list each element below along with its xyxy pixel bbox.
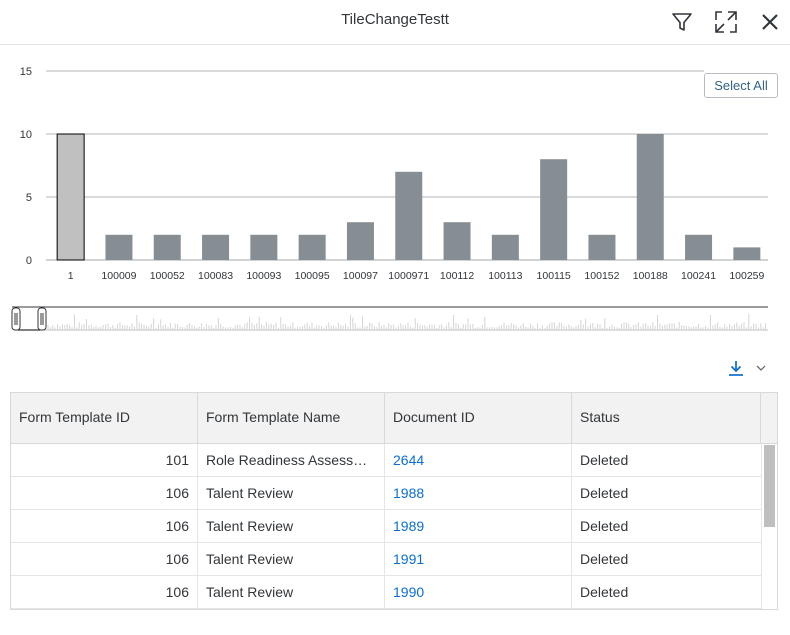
chevron-down-icon bbox=[756, 365, 766, 371]
cell-status: Deleted bbox=[580, 518, 629, 534]
chart-y-axis: 0 5 10 15 bbox=[20, 66, 32, 267]
cell-status: Deleted bbox=[580, 584, 629, 600]
y-tick-label: 0 bbox=[26, 255, 32, 267]
cell-form-template-id: 106 bbox=[11, 477, 198, 510]
x-tick-label: 100093 bbox=[246, 270, 281, 282]
table-row[interactable]: 106 Talent Review 1988 Deleted bbox=[11, 477, 761, 510]
dialog-header: TileChangeTestt bbox=[0, 0, 790, 45]
range-selection-window[interactable] bbox=[18, 308, 40, 330]
table-row[interactable]: 101 Role Readiness Assessm... 2644 Delet… bbox=[11, 444, 761, 477]
chart-bar[interactable] bbox=[202, 234, 230, 260]
chart-bar[interactable] bbox=[298, 234, 326, 260]
x-tick-label: 100112 bbox=[440, 270, 474, 282]
x-tick-label: 1000971 bbox=[388, 270, 429, 282]
x-tick-label: 100009 bbox=[101, 270, 136, 282]
chart-bar[interactable] bbox=[443, 222, 471, 260]
table-vertical-scrollbar[interactable] bbox=[761, 444, 777, 609]
cell-status: Deleted bbox=[580, 485, 629, 501]
range-slider-handle[interactable] bbox=[11, 307, 21, 331]
chart-bar[interactable] bbox=[588, 234, 616, 260]
document-id-link[interactable]: 2644 bbox=[385, 444, 572, 477]
range-slider-handle[interactable] bbox=[37, 307, 47, 331]
chart-bar[interactable] bbox=[105, 234, 133, 260]
filter-button[interactable] bbox=[665, 6, 699, 38]
cell-form-template-name: Role Readiness Assessm... bbox=[198, 444, 385, 477]
x-tick-label: 100083 bbox=[198, 270, 233, 282]
cell-form-template-name: Talent Review bbox=[198, 477, 385, 510]
column-header-form-template-name[interactable]: Form Template Name bbox=[198, 393, 385, 443]
x-tick-label: 1 bbox=[68, 270, 74, 282]
dialog-title: TileChangeTestt bbox=[341, 11, 449, 28]
chart-bar[interactable] bbox=[733, 247, 761, 260]
document-id-link[interactable]: 1988 bbox=[385, 477, 572, 510]
document-id-link[interactable]: 1990 bbox=[385, 576, 572, 609]
chart-bar[interactable] bbox=[636, 134, 664, 260]
select-all-button[interactable]: Select All bbox=[704, 73, 778, 98]
download-button[interactable] bbox=[726, 356, 770, 380]
column-header-document-id[interactable]: Document ID bbox=[385, 393, 572, 443]
x-tick-label: 100115 bbox=[537, 270, 571, 282]
cell-form-template-name: Talent Review bbox=[198, 543, 385, 576]
chart-bar[interactable] bbox=[346, 222, 374, 260]
chart-bar[interactable] bbox=[153, 234, 181, 260]
x-tick-label: 100113 bbox=[488, 270, 522, 282]
filter-icon bbox=[672, 13, 692, 31]
table-row[interactable]: 106 Talent Review 1990 Deleted bbox=[11, 576, 761, 609]
bar-chart: 0 5 10 15 1 100009 100052 100083 100093 100095 10… bbox=[0, 46, 790, 346]
y-tick-label: 10 bbox=[20, 129, 32, 141]
chart-x-axis: 1 100009 100052 100083 100093 100095 100097 100… bbox=[68, 270, 765, 282]
x-tick-label: 100095 bbox=[295, 270, 330, 282]
cell-form-template-id: 101 bbox=[11, 444, 198, 477]
chart-bar[interactable] bbox=[685, 234, 713, 260]
x-tick-label: 100052 bbox=[150, 270, 185, 282]
chart-canvas: 0 5 10 15 1 100009 100052 100083 100093 100095 10… bbox=[11, 66, 768, 331]
document-id-link[interactable]: 1991 bbox=[385, 543, 572, 576]
x-tick-label: 100188 bbox=[633, 270, 668, 282]
column-header-form-template-id[interactable]: Form Template ID bbox=[11, 393, 198, 443]
chart-bar[interactable] bbox=[540, 159, 568, 260]
cell-status: Deleted bbox=[580, 452, 629, 468]
cell-form-template-name: Talent Review bbox=[198, 510, 385, 543]
table-row[interactable]: 106 Talent Review 1989 Deleted bbox=[11, 510, 761, 543]
y-tick-label: 15 bbox=[20, 66, 32, 78]
chart-bars[interactable] bbox=[56, 133, 761, 261]
cell-form-template-id: 106 bbox=[11, 576, 198, 609]
table-header: Form Template ID Form Template Name Docu… bbox=[11, 393, 777, 444]
x-tick-label: 100259 bbox=[729, 270, 764, 282]
chart-bar[interactable] bbox=[250, 234, 278, 260]
cell-form-template-id: 106 bbox=[11, 510, 198, 543]
chart-bar[interactable] bbox=[56, 133, 85, 261]
fullscreen-button[interactable] bbox=[709, 6, 743, 38]
close-button[interactable] bbox=[753, 6, 787, 38]
document-id-link[interactable]: 1989 bbox=[385, 510, 572, 543]
range-slider[interactable] bbox=[11, 306, 768, 331]
results-table: Form Template ID Form Template Name Docu… bbox=[10, 392, 778, 610]
y-tick-label: 5 bbox=[26, 192, 32, 204]
cell-form-template-id: 106 bbox=[11, 543, 198, 576]
chart-bar[interactable] bbox=[491, 234, 519, 260]
x-tick-label: 100097 bbox=[343, 270, 378, 282]
x-tick-label: 100241 bbox=[681, 270, 716, 282]
x-tick-label: 100152 bbox=[584, 270, 619, 282]
fullscreen-icon bbox=[715, 11, 737, 33]
cell-form-template-name: Talent Review bbox=[198, 576, 385, 609]
table-row[interactable]: 106 Talent Review 1991 Deleted bbox=[11, 543, 761, 576]
column-header-status[interactable]: Status bbox=[572, 393, 761, 443]
cell-status: Deleted bbox=[580, 551, 629, 567]
close-icon bbox=[762, 14, 778, 30]
scrollbar-thumb[interactable] bbox=[764, 445, 775, 527]
chart-bar[interactable] bbox=[395, 171, 423, 260]
download-icon bbox=[729, 361, 743, 376]
